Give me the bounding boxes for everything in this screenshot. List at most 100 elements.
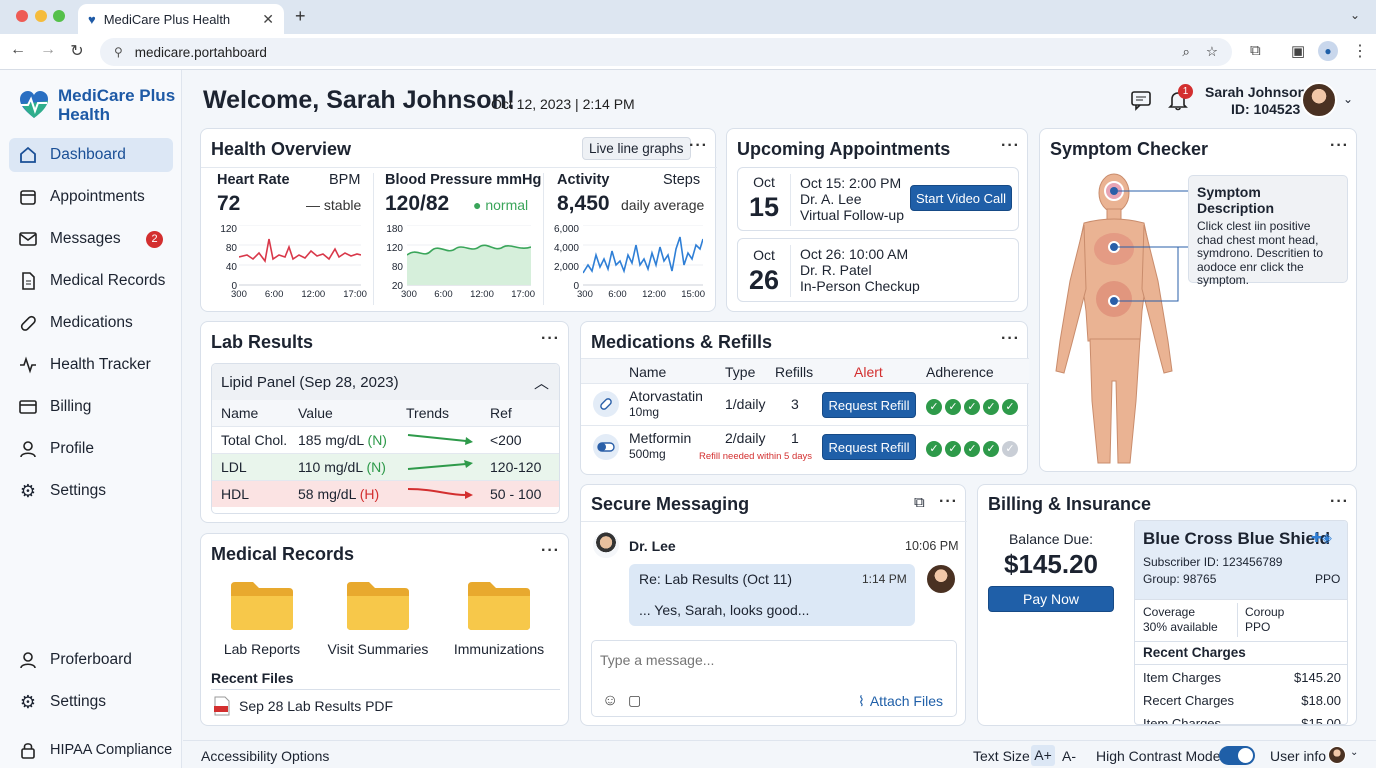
table-row[interactable]: Atorvastatin 10mg 1/daily 3 Request Refi… (581, 384, 1029, 426)
table-row[interactable]: LDL 110 mg/dL (N) 120-120 (212, 453, 559, 480)
appointment-details: Oct 26: 10:00 AM Dr. R. Patel In-Person … (800, 246, 920, 294)
lab-more-icon[interactable]: ··· (541, 330, 560, 347)
message-input[interactable] (600, 649, 940, 671)
url-field[interactable]: ⚲ medicare.portahboard ⌕ ☆ (100, 38, 1232, 66)
table-row[interactable]: Metformin 500mg 2/daily 1 Refill needed … (581, 426, 1029, 470)
close-tab-icon[interactable]: ✕ (262, 10, 274, 27)
start-video-call-button[interactable]: Start Video Call (910, 185, 1012, 211)
sidebar-item-profile[interactable]: Profile (9, 432, 173, 466)
sidebar-item-health-tracker[interactable]: Health Tracker (9, 348, 173, 382)
user-menu-chevron-icon[interactable]: ⌄ (1343, 92, 1354, 106)
medications-more-icon[interactable]: ··· (1001, 330, 1020, 347)
browser-menu-icon[interactable]: ⋮ (1352, 43, 1368, 60)
appointments-more-icon[interactable]: ··· (1001, 137, 1020, 154)
lab-ref: 120-120 (490, 458, 542, 475)
request-refill-button[interactable]: Request Refill (822, 434, 916, 460)
footer-avatar[interactable] (1328, 746, 1346, 764)
appointment-doctor: Dr. A. Lee (800, 191, 862, 207)
accessibility-options-link[interactable]: Accessibility Options (201, 748, 330, 764)
appointment-item[interactable]: Oct 26 Oct 26: 10:00 AM Dr. R. Patel In-… (737, 238, 1019, 302)
user-avatar[interactable] (1301, 82, 1337, 118)
toggle-knob (1238, 748, 1253, 763)
lipid-panel: Lipid Panel (Sep 28, 2023) ︿ Name Value … (211, 363, 560, 514)
emoji-icon[interactable]: ☺ (602, 692, 619, 709)
sidebar-item-medical-records[interactable]: Medical Records (9, 264, 173, 298)
attach-files-button[interactable]: ⌇ Attach Files (858, 693, 943, 710)
table-row[interactable]: HDL 58 mg/dL (H) 50 - 100 (212, 480, 559, 507)
sidebar-item-appointments[interactable]: Appointments (9, 180, 173, 214)
appointment-item[interactable]: Oct 15 Oct 15: 2:00 PM Dr. A. Lee Virtua… (737, 167, 1019, 231)
records-more-icon[interactable]: ··· (541, 542, 560, 559)
high-contrast-toggle[interactable] (1219, 746, 1255, 765)
text-size-increase-button[interactable]: A+ (1031, 745, 1055, 766)
recent-file-item[interactable]: Sep 28 Lab Results PDF (213, 696, 393, 716)
close-window-dot[interactable] (16, 10, 28, 22)
y-tick: 0 (231, 281, 237, 292)
insurance-panel: Blue Cross Blue Shield ✚◈ Subscriber ID:… (1134, 520, 1348, 725)
divider (790, 174, 791, 226)
folder-visit-summaries[interactable]: Visit Summaries (323, 578, 433, 657)
message-sender: Dr. Lee (629, 538, 676, 554)
user-info-chevron-icon[interactable]: ⌄ (1350, 747, 1359, 758)
chat-icon[interactable] (1130, 89, 1152, 114)
y-tick: 0 (573, 281, 579, 292)
sidepanel-icon[interactable]: ▣ (1291, 43, 1306, 60)
sticker-icon[interactable]: ▢ (628, 692, 642, 708)
user-icon (18, 439, 38, 459)
symptom-checker-title: Symptom Checker (1050, 139, 1209, 159)
sidebar-item-proferboard[interactable]: Proferboard (9, 643, 173, 677)
x-tick: 17:00 (343, 289, 367, 300)
message-bubble[interactable]: Re: Lab Results (Oct 11) 1:14 PM ... Yes… (629, 564, 915, 626)
tab-list-chevron-icon[interactable]: ⌄ (1350, 8, 1361, 22)
bookmark-star-icon[interactable]: ☆ (1205, 44, 1218, 59)
new-tab-icon[interactable]: + (295, 6, 306, 26)
maximize-window-dot[interactable] (53, 10, 65, 22)
zoom-icon[interactable]: ⌕ (1182, 44, 1190, 59)
activity-label: Activity (557, 172, 610, 188)
folder-immunizations[interactable]: Immunizations (447, 578, 551, 657)
list-item[interactable]: Item Charges $15.00 (1143, 716, 1341, 724)
table-row[interactable]: Total Chol. 185 mg/dL (N) <200 (212, 426, 559, 453)
minimize-window-dot[interactable] (35, 10, 47, 22)
pill-icon (593, 391, 619, 417)
list-item[interactable]: Item Charges $145.20 (1143, 670, 1341, 693)
folder-icon (468, 582, 530, 630)
site-info-icon[interactable]: ⚲ (114, 45, 123, 59)
back-icon[interactable]: ← (10, 41, 26, 58)
text-size-decrease-button[interactable]: A- (1062, 748, 1076, 764)
list-item[interactable]: Recert Charges $18.00 (1143, 693, 1341, 716)
sidebar-item-billing[interactable]: Billing (9, 390, 173, 424)
sidebar-item-bottom-settings[interactable]: ⚙ Settings (9, 685, 173, 719)
request-refill-button[interactable]: Request Refill (822, 392, 916, 418)
insurer-name: Blue Cross Blue Shield (1143, 529, 1331, 548)
pay-now-button[interactable]: Pay Now (988, 586, 1114, 612)
health-more-icon[interactable]: ··· (689, 137, 708, 154)
sidebar-item-settings[interactable]: ⚙ Settings (9, 474, 173, 508)
blood-pressure-value: 120/82 (385, 192, 450, 215)
body-map[interactable] (1046, 171, 1186, 467)
user-info-link[interactable]: User info (1270, 748, 1327, 764)
billing-title: Billing & Insurance (988, 494, 1152, 514)
reload-icon[interactable]: ↻ (70, 43, 84, 60)
sidebar-item-dashboard[interactable]: Dashboard (9, 138, 173, 172)
sidebar-item-messages[interactable]: Messages 2 (9, 222, 173, 256)
chevron-up-icon[interactable]: ︿ (533, 374, 549, 392)
browser-profile-icon[interactable]: ● (1318, 41, 1338, 61)
folder-lab-reports[interactable]: Lab Reports (217, 578, 307, 657)
live-line-graphs-button[interactable]: Live line graphs (582, 137, 691, 160)
sidebar-item-medications[interactable]: Medications (9, 306, 173, 340)
brand-logo[interactable]: MediCare Plus Health (18, 86, 175, 124)
extensions-icon[interactable]: ⧉ (1250, 42, 1261, 59)
lipid-panel-header[interactable]: Lipid Panel (Sep 28, 2023) ︿ (212, 364, 559, 400)
document-icon (18, 271, 38, 291)
messaging-more-icon[interactable]: ··· (939, 493, 958, 510)
pulse-icon (18, 355, 38, 375)
message-composer[interactable]: ☺ ▢ ⌇Attach Files (591, 640, 957, 717)
sidebar-item-hipaa[interactable]: HIPAA Compliance (9, 733, 173, 767)
popout-icon[interactable]: ⧉ (914, 494, 925, 511)
check-icon: ✓ (1002, 440, 1018, 457)
forward-icon[interactable]: → (40, 41, 56, 58)
symptom-more-icon[interactable]: ··· (1330, 137, 1349, 154)
billing-more-icon[interactable]: ··· (1330, 493, 1349, 510)
browser-tab[interactable]: ♥ MediCare Plus Health ✕ (78, 4, 284, 34)
